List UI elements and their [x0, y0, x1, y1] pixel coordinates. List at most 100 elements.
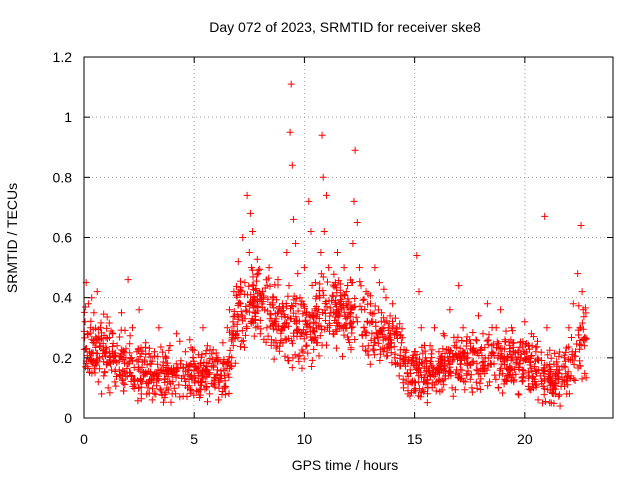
data-point: [155, 376, 163, 384]
data-point: [330, 270, 338, 278]
data-point: [253, 255, 261, 263]
data-point: [524, 368, 532, 376]
data-point: [294, 270, 302, 278]
data-point: [208, 350, 216, 358]
data-point: [170, 384, 178, 392]
data-point: [264, 295, 272, 303]
data-point: [500, 380, 508, 388]
data-point: [513, 356, 520, 364]
data-point: [543, 324, 551, 332]
data-point: [437, 363, 445, 371]
data-point: [529, 372, 537, 380]
data-point: [404, 387, 412, 395]
data-point: [94, 378, 102, 386]
data-point: [162, 364, 170, 371]
data-point: [129, 324, 136, 332]
data-point: [499, 389, 507, 397]
data-point: [300, 326, 308, 334]
data-point: [312, 307, 320, 315]
data-point: [533, 343, 541, 351]
data-point: [578, 375, 586, 383]
data-point: [509, 354, 517, 362]
data-point: [579, 325, 587, 333]
data-point: [423, 357, 431, 365]
data-point: [223, 324, 231, 332]
data-point: [445, 357, 453, 365]
data-point: [376, 357, 384, 364]
data-point: [181, 348, 189, 356]
data-point: [325, 264, 333, 272]
data-point: [241, 343, 248, 351]
data-point: [372, 322, 380, 330]
data-point: [428, 383, 436, 391]
y-axis-label: SRMTID / TECUs: [4, 183, 20, 293]
data-point: [383, 352, 391, 360]
data-point: [270, 355, 278, 363]
x-tick-label: 15: [407, 431, 423, 447]
data-point: [172, 368, 180, 376]
data-point: [466, 375, 474, 383]
data-point: [375, 279, 383, 287]
data-point: [570, 375, 578, 383]
data-point: [431, 324, 438, 332]
data-point: [441, 349, 449, 357]
data-point: [308, 356, 316, 364]
data-point: [224, 370, 232, 378]
data-point: [446, 306, 454, 314]
data-point: [278, 325, 285, 333]
data-point: [451, 386, 459, 394]
data-point: [476, 386, 484, 393]
data-point: [304, 349, 312, 357]
data-point: [195, 378, 202, 386]
data-point: [332, 296, 340, 304]
data-point: [254, 307, 262, 315]
data-point: [337, 297, 345, 305]
data-point: [575, 331, 582, 339]
data-point: [485, 331, 493, 339]
data-point: [344, 282, 352, 289]
data-point: [313, 324, 321, 332]
data-point: [348, 329, 356, 337]
data-point: [505, 348, 513, 356]
data-point: [257, 295, 265, 303]
data-point: [528, 352, 536, 359]
data-point: [124, 360, 132, 368]
data-point: [332, 344, 340, 352]
data-point: [190, 367, 198, 375]
data-point: [551, 372, 559, 380]
data-point: [92, 359, 100, 367]
data-point: [389, 317, 396, 325]
data-point: [556, 402, 564, 410]
data-point: [463, 333, 471, 341]
data-point: [84, 363, 92, 371]
data-point: [383, 344, 391, 352]
data-point: [510, 339, 518, 347]
data-point: [301, 304, 309, 312]
data-point: [288, 161, 296, 169]
data-point: [243, 325, 251, 332]
data-point: [515, 365, 523, 373]
data-point: [506, 345, 514, 352]
grid-lines: [84, 57, 613, 418]
data-point: [228, 337, 236, 345]
data-point: [398, 334, 406, 342]
data-point: [359, 342, 367, 350]
data-point: [197, 360, 204, 368]
data-point: [366, 319, 374, 327]
data-point: [544, 351, 552, 359]
data-point: [126, 332, 134, 340]
data-point: [546, 346, 554, 354]
data-point: [551, 349, 559, 357]
data-point: [484, 341, 492, 349]
data-point: [539, 399, 546, 407]
data-point: [503, 353, 511, 360]
data-point: [497, 306, 505, 314]
data-point: [119, 354, 127, 362]
data-point: [184, 370, 192, 378]
data-point: [299, 310, 307, 318]
data-point: [370, 351, 378, 359]
data-point: [93, 334, 101, 342]
data-point: [456, 372, 464, 380]
data-point: [359, 296, 367, 304]
data-point: [392, 360, 400, 368]
